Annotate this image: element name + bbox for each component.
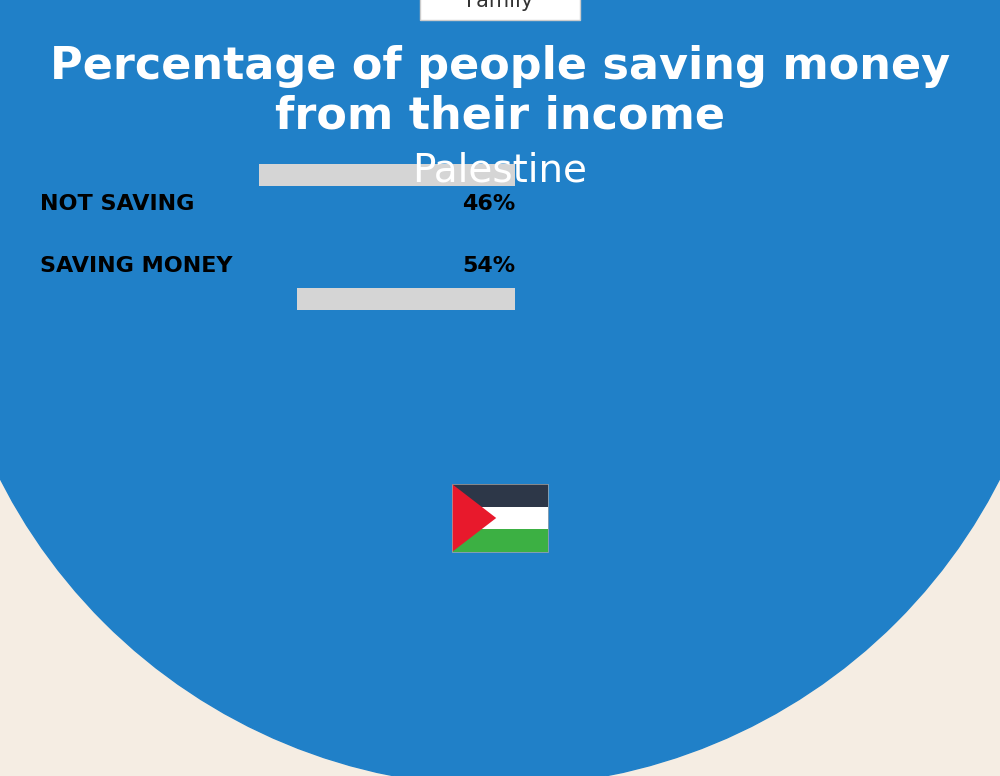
Bar <box>40 164 515 186</box>
Bar <box>40 164 258 186</box>
FancyBboxPatch shape <box>420 0 580 20</box>
Text: Palestine: Palestine <box>413 152 588 190</box>
Bar <box>452 484 548 507</box>
Text: Family: Family <box>466 0 534 11</box>
Bar <box>452 529 548 552</box>
Text: Percentage of people saving money: Percentage of people saving money <box>50 44 950 88</box>
Bar <box>452 507 548 529</box>
Bar <box>452 484 548 552</box>
Text: 54%: 54% <box>462 256 515 276</box>
Text: 46%: 46% <box>462 194 515 214</box>
Bar <box>40 288 296 310</box>
Text: from their income: from their income <box>275 95 725 137</box>
Text: NOT SAVING: NOT SAVING <box>40 194 194 214</box>
Polygon shape <box>452 484 496 552</box>
Text: SAVING MONEY: SAVING MONEY <box>40 256 232 276</box>
Bar <box>40 288 515 310</box>
